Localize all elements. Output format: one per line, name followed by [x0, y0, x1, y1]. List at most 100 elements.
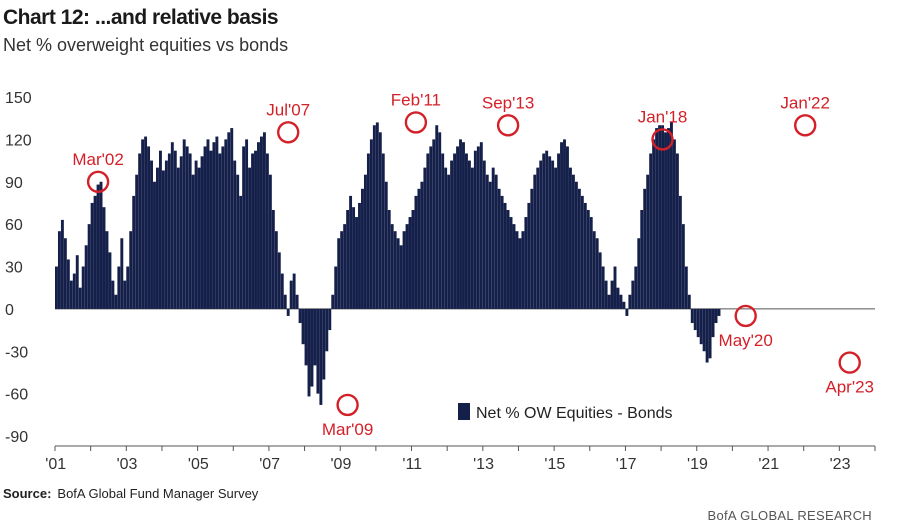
- bar: [533, 174, 537, 309]
- annotation-label: Apr'23: [825, 378, 874, 397]
- bar: [453, 153, 457, 309]
- bar: [414, 195, 418, 309]
- bar: [129, 231, 133, 309]
- bar: [206, 139, 210, 309]
- bar: [616, 287, 620, 309]
- bar-series: [55, 122, 721, 405]
- bar: [601, 266, 605, 309]
- bar: [262, 132, 266, 309]
- bar: [295, 294, 299, 309]
- bar-chart: 150 120 90 60 30 0 -30 -60 -90 '01 '03 '05 '07 '09 '1…: [5, 90, 876, 473]
- bar: [221, 146, 225, 309]
- bar: [268, 174, 272, 309]
- bar: [349, 195, 353, 309]
- x-tick-label: '09: [331, 456, 352, 473]
- bar: [634, 266, 638, 309]
- bar: [542, 153, 546, 309]
- bar: [170, 142, 174, 309]
- bar: [322, 308, 326, 380]
- bar: [361, 188, 364, 309]
- bar: [167, 153, 171, 309]
- bar: [313, 308, 317, 366]
- bar: [479, 142, 483, 309]
- bar: [426, 153, 430, 309]
- annotations: Mar'02 Jul'07 Mar'09 Feb'11 Sep'13 Jan'18 May'…: [72, 90, 874, 439]
- bar: [81, 266, 85, 309]
- bar: [640, 210, 644, 309]
- bar: [337, 238, 341, 309]
- bar: [156, 167, 159, 309]
- bar: [604, 280, 608, 309]
- bar: [589, 217, 593, 309]
- bar: [366, 153, 370, 309]
- bar: [161, 170, 165, 309]
- bar: [699, 308, 703, 345]
- annotation-label: Mar'09: [322, 420, 373, 439]
- bar: [702, 308, 706, 352]
- bar: [111, 280, 115, 309]
- bar: [72, 273, 76, 309]
- bar: [251, 153, 254, 309]
- bar: [619, 294, 623, 309]
- bar: [684, 266, 688, 309]
- bar: [164, 160, 168, 309]
- bar: [369, 139, 373, 309]
- bar: [254, 150, 257, 309]
- bar: [399, 245, 403, 309]
- bar: [405, 224, 409, 309]
- bar: [506, 210, 510, 309]
- bar: [658, 125, 662, 309]
- bar: [233, 160, 237, 309]
- y-tick-label: 30: [5, 260, 23, 277]
- bar: [515, 231, 519, 309]
- bar: [301, 308, 305, 345]
- bar: [667, 128, 670, 309]
- bar: [417, 188, 421, 309]
- bar: [690, 308, 694, 324]
- bar: [328, 308, 332, 331]
- bar: [577, 188, 581, 309]
- bar: [191, 174, 195, 309]
- bar: [646, 174, 650, 309]
- bar: [126, 266, 130, 309]
- bar: [503, 202, 507, 309]
- y-tick-label: -30: [5, 344, 28, 361]
- bar: [298, 308, 302, 324]
- brand-footer: BofA GLOBAL RESEARCH: [707, 508, 872, 523]
- bar: [580, 195, 584, 309]
- bar: [592, 231, 596, 309]
- bar: [563, 139, 566, 309]
- bar: [66, 259, 70, 309]
- bar: [132, 195, 136, 309]
- bar: [114, 294, 118, 309]
- bar: [182, 139, 186, 309]
- bar: [491, 167, 495, 309]
- annotation-circle: [86, 170, 110, 194]
- bar: [560, 142, 563, 309]
- bar: [711, 308, 715, 338]
- annotation-circle: [838, 351, 861, 374]
- bar: [554, 167, 558, 309]
- bar: [717, 308, 721, 316]
- bar: [545, 150, 549, 309]
- bar: [310, 308, 314, 387]
- bar: [396, 238, 400, 309]
- x-tick-label: '23: [830, 456, 851, 473]
- source-label: Source:: [3, 486, 52, 501]
- bar: [158, 150, 162, 309]
- bar: [438, 132, 442, 309]
- bar: [286, 308, 290, 316]
- bar: [173, 150, 177, 309]
- bar: [708, 308, 712, 359]
- bar: [530, 188, 534, 309]
- bar: [185, 146, 189, 309]
- bar: [497, 188, 501, 309]
- annotation-label: Sep'13: [482, 93, 534, 112]
- bar: [467, 160, 471, 309]
- bar: [450, 160, 454, 309]
- bar: [84, 245, 88, 309]
- bar: [257, 142, 260, 309]
- bar: [123, 280, 127, 309]
- bar: [500, 195, 504, 309]
- bar: [117, 266, 121, 309]
